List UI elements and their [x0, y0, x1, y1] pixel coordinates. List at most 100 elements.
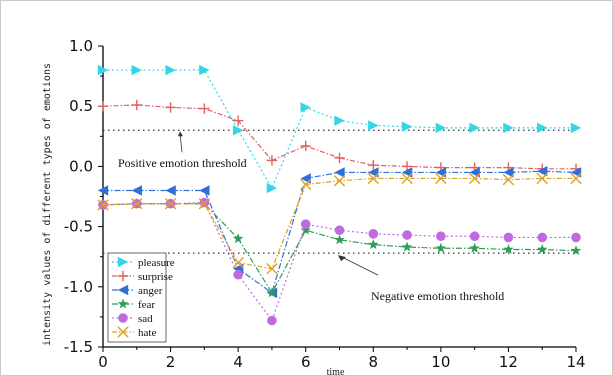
- data-point-hate: [367, 172, 379, 185]
- data-point-sad: [503, 232, 514, 243]
- data-point-fear: [232, 233, 244, 244]
- legend-marker: [117, 298, 129, 309]
- data-point-sad: [571, 232, 581, 243]
- legend-label: sad: [138, 313, 153, 325]
- data-point-surprise: [165, 102, 176, 113]
- data-point-hate: [333, 175, 346, 187]
- legend-label: hate: [138, 327, 156, 339]
- y-tick-label: -1.5: [64, 338, 93, 356]
- data-point-fear: [536, 243, 548, 254]
- legend-marker: [117, 284, 129, 296]
- legend-label: fear: [138, 299, 155, 311]
- positive-threshold-label: Positive emotion threshold: [118, 156, 247, 170]
- data-point-hate: [198, 198, 211, 210]
- x-tick-label: 14: [566, 353, 585, 371]
- x-tick-label: 12: [499, 353, 518, 371]
- data-point-hate: [300, 178, 312, 191]
- data-point-hate: [401, 172, 413, 185]
- data-point-pleasure: [469, 122, 480, 134]
- data-point-hate: [570, 172, 582, 185]
- data-point-sad: [368, 229, 379, 239]
- data-point-sad: [537, 232, 548, 243]
- positive-arrow-head: [178, 131, 183, 137]
- data-point-pleasure: [368, 120, 379, 131]
- x-tick-label: 2: [166, 353, 176, 371]
- data-point-surprise: [266, 155, 278, 166]
- y-tick-label: 0.5: [69, 97, 93, 115]
- legend-label: surprise: [138, 271, 173, 283]
- x-tick-label: 8: [369, 353, 379, 371]
- data-point-fear: [435, 242, 447, 253]
- series-hate: [97, 172, 582, 275]
- legend-item-anger: anger: [112, 284, 163, 297]
- data-point-fear: [503, 243, 514, 254]
- data-point-fear: [401, 241, 413, 252]
- legend-marker: [117, 256, 129, 268]
- legend-item-fear: fear: [112, 298, 155, 311]
- data-point-pleasure: [503, 122, 514, 134]
- data-point-pleasure: [165, 64, 176, 76]
- data-point-surprise: [199, 103, 210, 114]
- data-point-hate: [164, 198, 177, 210]
- data-point-pleasure: [131, 64, 142, 76]
- x-tick-label: 10: [431, 353, 450, 371]
- legend-box: [107, 252, 167, 343]
- data-point-sad: [436, 231, 446, 242]
- data-point-hate: [502, 173, 515, 186]
- data-point-anger: [334, 167, 345, 178]
- data-point-anger: [131, 185, 142, 196]
- data-point-fear: [368, 239, 379, 250]
- y-tick-label: -0.5: [64, 218, 93, 236]
- data-point-anger: [199, 185, 210, 196]
- legend-item-pleasure: pleasure: [112, 256, 175, 269]
- y-tick-label: 1.0: [69, 37, 93, 55]
- data-point-pleasure: [537, 122, 548, 134]
- data-point-surprise: [368, 159, 379, 171]
- y-axis-label: intensity values of different types of e…: [42, 63, 53, 346]
- data-point-hate: [232, 257, 244, 269]
- data-point-surprise: [131, 99, 142, 111]
- data-point-hate: [468, 172, 481, 185]
- data-point-pleasure: [199, 64, 210, 76]
- data-point-hate: [435, 172, 447, 185]
- data-point-hate: [131, 198, 143, 210]
- data-point-fear: [334, 234, 345, 245]
- data-point-fear: [266, 287, 278, 298]
- data-point-sad: [334, 225, 345, 236]
- data-point-fear: [300, 224, 311, 235]
- data-point-surprise: [300, 140, 311, 152]
- legend-item-surprise: surprise: [112, 270, 173, 283]
- negative-arrow-head: [338, 255, 346, 262]
- data-point-anger: [300, 173, 311, 184]
- series-pleasure: [97, 64, 582, 194]
- legend-marker: [118, 313, 128, 323]
- data-point-sad: [469, 231, 480, 242]
- data-point-anger: [97, 185, 109, 196]
- data-point-pleasure: [570, 122, 582, 134]
- legend-marker: [117, 270, 129, 282]
- data-point-anger: [537, 166, 548, 177]
- data-point-sad: [199, 197, 210, 208]
- legend-item-sad: sad: [112, 313, 153, 325]
- data-point-sad: [233, 269, 243, 280]
- data-point-hate: [97, 199, 109, 211]
- data-point-pleasure: [334, 115, 345, 126]
- positive-threshold-arrow: [179, 133, 183, 153]
- data-point-hate: [536, 172, 548, 185]
- data-point-surprise: [334, 152, 345, 164]
- data-point-anger: [503, 167, 514, 178]
- x-axis-label: time: [327, 367, 345, 376]
- data-point-sad: [402, 230, 412, 240]
- legend-item-hate: hate: [112, 326, 156, 339]
- data-point-pleasure: [435, 122, 447, 134]
- data-point-hate: [266, 263, 278, 275]
- data-point-pleasure: [97, 64, 109, 76]
- legend-label: pleasure: [138, 257, 175, 269]
- data-point-pleasure: [266, 182, 278, 194]
- data-point-anger: [165, 185, 176, 196]
- y-tick-label: 0.0: [69, 157, 93, 175]
- negative-threshold-arrow: [339, 255, 379, 276]
- series-line-surprise: [102, 104, 576, 170]
- legend-marker: [117, 326, 129, 338]
